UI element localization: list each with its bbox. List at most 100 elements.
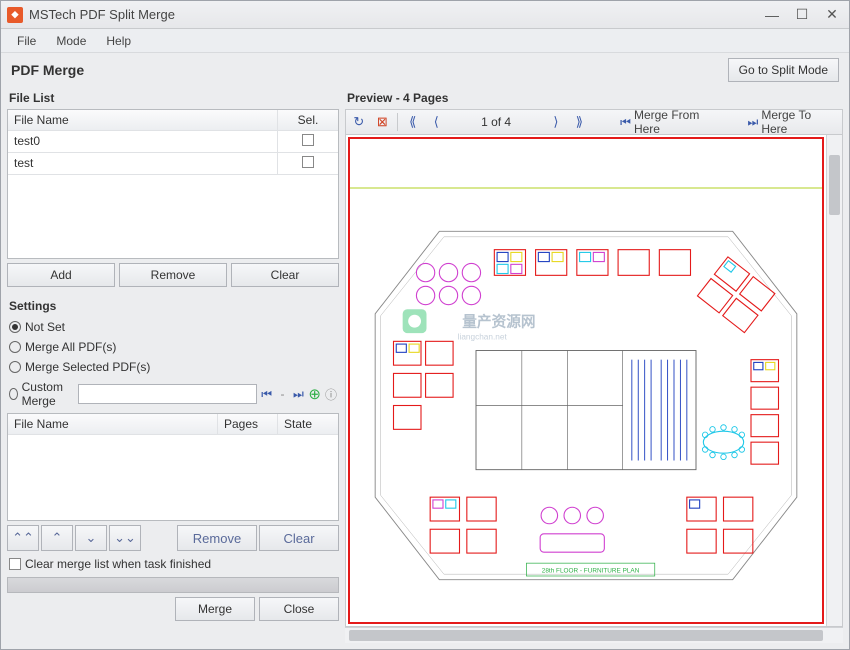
filelist-label: File List [7, 87, 339, 109]
next-icon[interactable]: ⟩ [547, 113, 565, 131]
radio-label: Not Set [25, 320, 65, 334]
mergelist-header: File Name Pages State [8, 414, 338, 435]
progress-bar [7, 577, 339, 593]
svg-text:量产资源网: 量产资源网 [462, 313, 535, 331]
svg-text:28th FLOOR - FURNITURE PLAN: 28th FLOOR - FURNITURE PLAN [542, 567, 640, 574]
col-sel[interactable]: Sel. [278, 110, 338, 130]
file-row[interactable]: test [8, 153, 338, 175]
merge-from-icon: ⏮ [620, 115, 631, 130]
merge-to-icon: ⏭ [748, 115, 759, 130]
preview-canvas[interactable]: 28th FLOOR - FURNITURE PLAN 量产资源网 liangc… [346, 135, 826, 626]
radio-label: Merge Selected PDF(s) [25, 360, 150, 374]
file-checkbox[interactable] [302, 156, 314, 168]
radio-label: Merge All PDF(s) [25, 340, 116, 354]
info-icon[interactable]: ⓘ [325, 385, 337, 403]
radio-icon [9, 388, 18, 400]
radio-icon [9, 321, 21, 333]
right-pane: Preview - 4 Pages ↻ ⊠ ⟪ ⟨ 1 of 4 ⟩ ⟫ ⏮ M… [345, 87, 843, 643]
add-button[interactable]: Add [7, 263, 115, 287]
preview-toolbar: ↻ ⊠ ⟪ ⟨ 1 of 4 ⟩ ⟫ ⏮ Merge From Here ⏭ M… [345, 109, 843, 135]
file-checkbox[interactable] [302, 134, 314, 146]
mcol-pages[interactable]: Pages [218, 414, 278, 434]
clear-files-button[interactable]: Clear [231, 263, 339, 287]
mcol-state[interactable]: State [278, 414, 338, 434]
move-top-button[interactable]: ⌃⌃ [7, 525, 39, 551]
menubar: File Mode Help [1, 29, 849, 53]
clear-when-finished-checkbox[interactable] [9, 558, 21, 570]
app-window: ◆ MSTech PDF Split Merge — ☐ ✕ File Mode… [0, 0, 850, 650]
radio-not-set[interactable]: Not Set [7, 317, 339, 337]
prev-icon[interactable]: ⟨ [428, 113, 446, 131]
filelist-body: test0 test [8, 131, 338, 258]
preview-area: 28th FLOOR - FURNITURE PLAN 量产资源网 liangc… [345, 135, 843, 627]
merge-to-label: Merge To Here [761, 108, 838, 136]
subheader: PDF Merge Go to Split Mode [1, 53, 849, 87]
left-pane: File List File Name Sel. test0 test [7, 87, 339, 643]
menu-mode[interactable]: Mode [48, 32, 94, 50]
file-sel-cell [278, 153, 338, 174]
menu-help[interactable]: Help [98, 32, 139, 50]
last-page-icon[interactable]: ⏭ [292, 385, 304, 403]
separator [397, 113, 398, 131]
move-down-button[interactable]: ⌄ [75, 525, 107, 551]
first-icon[interactable]: ⟪ [404, 113, 422, 131]
rotate-icon[interactable]: ↻ [350, 113, 368, 131]
merge-from-here-button[interactable]: ⏮ Merge From Here [620, 108, 726, 136]
titlebar: ◆ MSTech PDF Split Merge — ☐ ✕ [1, 1, 849, 29]
settings-section: Settings Not Set Merge All PDF(s) Merge … [7, 295, 339, 411]
app-icon: ◆ [7, 7, 23, 23]
svg-text:liangchan.net: liangchan.net [458, 333, 508, 342]
merge-to-here-button[interactable]: ⏭ Merge To Here [748, 108, 839, 136]
vertical-scrollbar[interactable] [826, 135, 842, 626]
radio-merge-all[interactable]: Merge All PDF(s) [7, 337, 339, 357]
page-indicator: 1 of 4 [451, 115, 541, 129]
first-page-icon[interactable]: ⏮ [261, 385, 273, 403]
bottom-buttons: Merge Close [7, 593, 339, 621]
move-buttons: ⌃⌃ ⌃ ⌄ ⌄⌄ Remove Clear [7, 525, 339, 551]
remove-merge-button[interactable]: Remove [177, 525, 257, 551]
merge-button[interactable]: Merge [175, 597, 255, 621]
minimize-button[interactable]: — [761, 6, 783, 24]
radio-icon [9, 341, 21, 353]
content: File List File Name Sel. test0 test [1, 87, 849, 649]
horizontal-scrollbar[interactable] [345, 627, 843, 643]
go-to-split-mode-button[interactable]: Go to Split Mode [728, 58, 839, 82]
page-title: PDF Merge [11, 62, 84, 78]
file-sel-cell [278, 131, 338, 152]
scrollbar-thumb[interactable] [349, 630, 823, 641]
radio-label: Custom Merge [22, 380, 74, 408]
close-window-button[interactable]: ✕ [821, 6, 843, 24]
clear-when-finished-row[interactable]: Clear merge list when task finished [7, 551, 339, 577]
menu-file[interactable]: File [9, 32, 44, 50]
dash-icon: - [277, 385, 289, 403]
filelist-buttons: Add Remove Clear [7, 263, 339, 287]
filelist-header: File Name Sel. [8, 110, 338, 131]
file-list: File Name Sel. test0 test [7, 109, 339, 259]
file-name-cell: test0 [8, 131, 278, 152]
clear-merge-button[interactable]: Clear [259, 525, 339, 551]
merge-list: File Name Pages State [7, 413, 339, 521]
col-filename[interactable]: File Name [8, 110, 278, 130]
close-button[interactable]: Close [259, 597, 339, 621]
radio-merge-selected[interactable]: Merge Selected PDF(s) [7, 357, 339, 377]
window-buttons: — ☐ ✕ [761, 6, 843, 24]
maximize-button[interactable]: ☐ [791, 6, 813, 24]
floorplan-preview: 28th FLOOR - FURNITURE PLAN 量产资源网 liangc… [366, 205, 806, 606]
remove-file-button[interactable]: Remove [119, 263, 227, 287]
file-row[interactable]: test0 [8, 131, 338, 153]
cancel-icon[interactable]: ⊠ [374, 113, 392, 131]
last-icon[interactable]: ⟫ [571, 113, 589, 131]
merge-from-label: Merge From Here [634, 108, 726, 136]
clear-when-finished-label: Clear merge list when task finished [25, 557, 211, 571]
radio-custom-merge[interactable]: Custom Merge ⏮ - ⏭ ⊕ ⓘ [7, 377, 339, 411]
move-bottom-button[interactable]: ⌄⌄ [109, 525, 141, 551]
preview-label: Preview - 4 Pages [345, 87, 843, 109]
window-title: MSTech PDF Split Merge [29, 7, 761, 22]
scrollbar-thumb[interactable] [829, 155, 840, 215]
custom-merge-input[interactable] [78, 384, 257, 404]
file-name-cell: test [8, 153, 278, 174]
divider-line [350, 187, 822, 189]
move-up-button[interactable]: ⌃ [41, 525, 73, 551]
mcol-name[interactable]: File Name [8, 414, 218, 434]
add-range-icon[interactable]: ⊕ [308, 385, 321, 403]
